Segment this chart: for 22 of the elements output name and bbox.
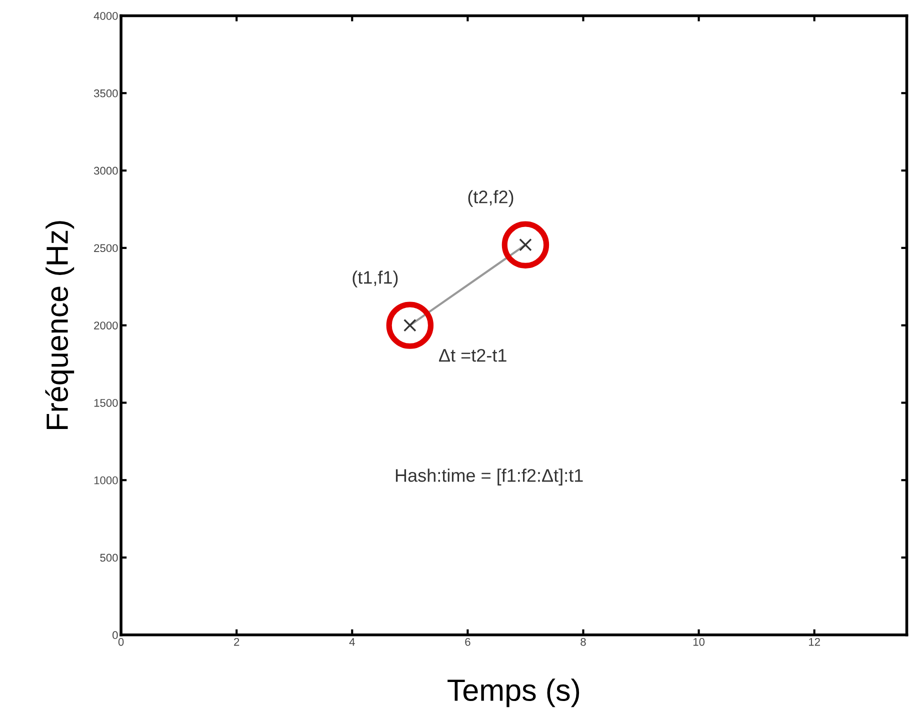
x-tick-label: 6: [465, 638, 470, 646]
y-tick-label: 0: [112, 631, 118, 640]
y-tick-label: 4000: [94, 12, 118, 20]
y-axis-title: Fréquence (Hz): [45, 221, 74, 429]
x-tick-label: 2: [234, 638, 240, 646]
annotation: (t2,f2): [468, 190, 514, 207]
y-tick-label: 1000: [94, 476, 118, 484]
x-tick-label: 10: [693, 638, 705, 646]
x-axis-title: Temps (s): [448, 678, 580, 708]
y-tick-label: 1500: [94, 398, 118, 407]
annotation: (t1,f1): [352, 270, 398, 288]
annotation: Δt =t2-t1: [439, 348, 506, 362]
y-tick-label: 2000: [94, 322, 118, 330]
y-tick-label: 500: [100, 554, 118, 562]
annotation: Hash:time = [f1:f2:Δt]:t1: [396, 468, 583, 486]
y-tick-label: 3000: [94, 166, 118, 175]
x-tick-label: 4: [349, 638, 355, 646]
x-tick-label: 0: [118, 638, 124, 646]
y-tick-label: 3500: [94, 89, 118, 98]
x-tick-label: 8: [580, 638, 586, 646]
x-tick-label: 12: [809, 638, 820, 646]
y-tick-label: 2500: [94, 244, 118, 252]
